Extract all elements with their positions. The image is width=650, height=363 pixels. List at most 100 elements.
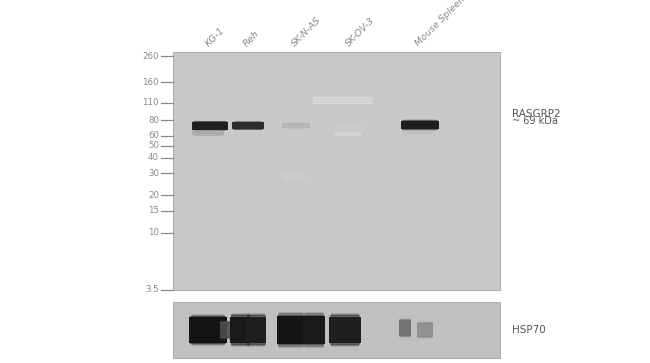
Bar: [403, 129, 437, 130]
Bar: [279, 344, 303, 348]
Bar: [230, 317, 250, 320]
Bar: [282, 127, 310, 128]
Bar: [418, 337, 432, 338]
Text: RASGRP2: RASGRP2: [512, 109, 560, 119]
Bar: [285, 169, 311, 170]
Bar: [231, 343, 249, 346]
Bar: [246, 317, 266, 320]
Bar: [402, 120, 438, 121]
Bar: [192, 343, 224, 346]
Bar: [317, 96, 369, 97]
Bar: [282, 175, 306, 179]
Bar: [247, 343, 265, 346]
Bar: [246, 340, 266, 343]
Bar: [193, 130, 223, 131]
Bar: [190, 316, 226, 319]
Bar: [417, 322, 433, 324]
Bar: [303, 316, 325, 319]
Bar: [285, 163, 311, 164]
Bar: [313, 97, 373, 103]
Bar: [331, 314, 359, 318]
Text: 3.5: 3.5: [146, 286, 159, 294]
Bar: [247, 314, 265, 318]
Bar: [194, 135, 222, 136]
Bar: [303, 340, 325, 344]
Bar: [402, 129, 438, 130]
Bar: [335, 135, 361, 136]
Bar: [401, 121, 439, 122]
Bar: [402, 131, 432, 135]
Bar: [283, 179, 305, 180]
Bar: [336, 135, 360, 136]
Bar: [194, 130, 222, 131]
Bar: [329, 317, 361, 320]
Bar: [315, 97, 372, 98]
Bar: [399, 334, 411, 336]
Bar: [278, 315, 304, 318]
Bar: [284, 174, 304, 175]
Bar: [194, 135, 222, 136]
Text: 60: 60: [148, 131, 159, 140]
Bar: [282, 123, 310, 128]
Bar: [233, 122, 263, 123]
Text: 10: 10: [148, 228, 159, 237]
Text: SK-N-AS: SK-N-AS: [290, 15, 322, 48]
Bar: [304, 342, 324, 346]
Bar: [399, 335, 411, 337]
Bar: [399, 319, 411, 321]
Bar: [193, 121, 227, 122]
Bar: [248, 313, 265, 316]
Bar: [278, 343, 304, 347]
Bar: [335, 135, 361, 136]
Bar: [220, 322, 232, 324]
Bar: [248, 344, 265, 347]
Bar: [329, 317, 361, 343]
Bar: [304, 315, 324, 318]
Bar: [190, 340, 226, 344]
Bar: [417, 323, 433, 337]
Bar: [335, 126, 365, 127]
Bar: [277, 340, 305, 344]
Bar: [401, 121, 439, 130]
Bar: [403, 120, 437, 121]
Bar: [220, 337, 231, 339]
Bar: [192, 122, 228, 130]
Bar: [189, 318, 227, 343]
Bar: [283, 123, 309, 124]
Text: 50: 50: [148, 141, 159, 150]
Bar: [233, 129, 263, 130]
Bar: [192, 129, 228, 130]
Text: HSP70: HSP70: [512, 325, 546, 335]
Bar: [220, 321, 231, 323]
Text: 80: 80: [148, 115, 159, 125]
Bar: [277, 316, 305, 344]
Bar: [304, 313, 324, 317]
Bar: [194, 130, 226, 131]
Bar: [232, 122, 264, 123]
Bar: [277, 316, 305, 319]
Bar: [399, 320, 411, 322]
Bar: [418, 337, 432, 339]
Bar: [193, 135, 223, 136]
Text: SK-OV-3: SK-OV-3: [344, 15, 376, 48]
Bar: [189, 318, 227, 321]
Bar: [417, 323, 433, 325]
Bar: [220, 336, 232, 338]
Text: 260: 260: [142, 52, 159, 61]
Bar: [231, 341, 250, 344]
Bar: [220, 322, 232, 338]
Bar: [316, 103, 370, 104]
Bar: [400, 319, 410, 321]
Bar: [417, 335, 433, 337]
Text: 20: 20: [148, 191, 159, 200]
Bar: [283, 179, 306, 180]
Bar: [231, 313, 248, 316]
Bar: [282, 123, 310, 124]
Bar: [231, 344, 248, 347]
Bar: [194, 130, 222, 131]
Text: 40: 40: [148, 153, 159, 162]
Bar: [332, 344, 359, 347]
Bar: [246, 317, 266, 343]
Bar: [284, 164, 312, 169]
Bar: [192, 131, 224, 135]
